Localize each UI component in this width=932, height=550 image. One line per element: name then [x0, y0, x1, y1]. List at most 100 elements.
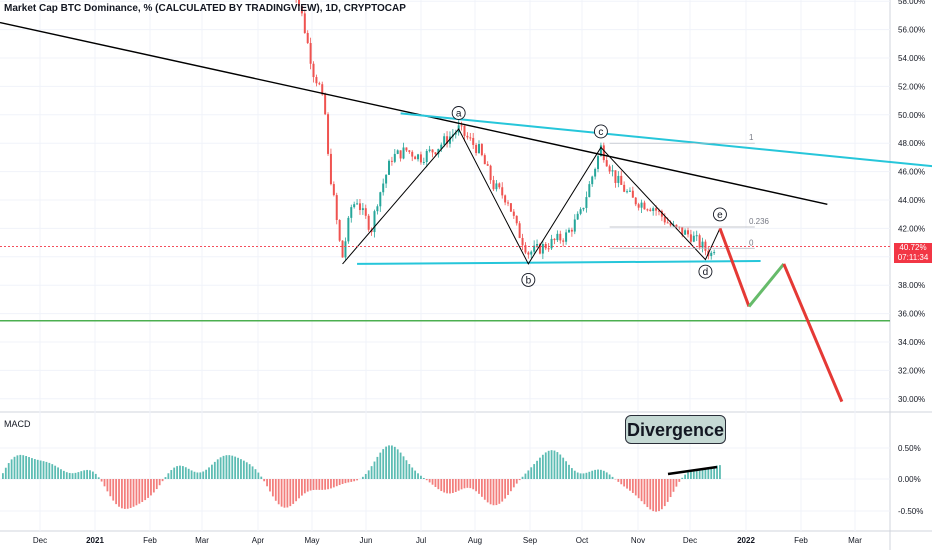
candle-body: [324, 94, 327, 115]
macd-bar: [167, 473, 170, 479]
macd-bar: [222, 455, 225, 479]
macd-bar: [367, 470, 370, 479]
candle-body: [614, 170, 617, 183]
macd-indicator-label[interactable]: MACD: [4, 419, 31, 429]
candle-body: [411, 151, 414, 157]
candle-body: [434, 152, 437, 155]
candle-body: [373, 211, 376, 233]
fib-level-label: 0.236: [749, 217, 770, 226]
macd-bar: [672, 479, 675, 492]
macd-bar: [582, 473, 585, 479]
price-tick-label: 46.00%: [898, 168, 925, 177]
macd-bar: [109, 479, 112, 497]
macd-bar: [417, 473, 419, 479]
macd-bar: [620, 479, 623, 485]
candle-body: [634, 197, 637, 205]
macd-bar: [405, 460, 408, 479]
candle-body: [335, 195, 338, 220]
time-tick-label: Mar: [848, 536, 862, 545]
macd-bar: [10, 459, 13, 479]
macd-bar: [690, 470, 692, 479]
macd-bar: [234, 456, 237, 479]
macd-bar: [364, 473, 367, 479]
candle-body: [701, 241, 704, 248]
macd-bar: [123, 479, 126, 509]
macd-bar: [54, 465, 57, 479]
macd-bar: [492, 479, 495, 506]
macd-bar: [428, 479, 431, 483]
macd-bar: [2, 473, 4, 479]
candle-body: [521, 237, 524, 246]
macd-tick-label: 0.50%: [898, 444, 921, 453]
macd-bar: [570, 468, 573, 479]
macd-bar: [176, 466, 178, 479]
macd-bar: [211, 464, 213, 479]
candle-body: [446, 136, 449, 144]
macd-bar: [562, 457, 565, 479]
macd-bar: [512, 479, 515, 488]
macd-bar: [402, 456, 405, 479]
candle-body: [666, 222, 669, 224]
macd-bar: [216, 459, 219, 479]
macd-bar: [347, 479, 350, 483]
macd-bar: [295, 479, 298, 502]
chart-title: Market Cap BTC Dominance, % (CALCULATED …: [4, 3, 406, 14]
price-tick-label: 36.00%: [898, 310, 925, 319]
macd-bar: [437, 479, 440, 490]
candle-body: [448, 136, 451, 144]
macd-bar: [301, 479, 303, 496]
candle-body: [504, 195, 507, 203]
candle-body: [376, 206, 379, 212]
macd-bar: [213, 461, 216, 479]
macd-bar: [684, 474, 687, 479]
divergence-callout[interactable]: Divergence: [625, 415, 726, 444]
macd-bar: [547, 450, 550, 479]
candle-body: [620, 175, 623, 185]
macd-bar: [425, 479, 428, 481]
candle-body: [390, 160, 393, 162]
macd-bar: [71, 473, 74, 479]
candle-body: [507, 202, 510, 204]
macd-bar: [466, 479, 469, 488]
candle-body: [460, 125, 463, 127]
projection-leg-down: [718, 227, 751, 308]
candle-body: [640, 202, 643, 208]
candle-body: [382, 183, 385, 193]
macd-bar: [74, 472, 77, 479]
fib-level-label: 1: [749, 133, 754, 142]
macd-bar: [631, 479, 634, 493]
macd-bar: [335, 479, 338, 487]
candle-body: [489, 165, 492, 181]
candle-body: [431, 149, 434, 153]
candle-body: [309, 43, 312, 64]
macd-bar: [399, 452, 402, 479]
macd-bar: [283, 479, 286, 508]
time-tick-label: Sep: [523, 536, 538, 545]
macd-bar: [298, 479, 300, 499]
candle-body: [591, 176, 594, 185]
macd-bar: [579, 473, 582, 479]
macd-bar: [205, 469, 208, 479]
candle-body: [605, 160, 608, 167]
candle-body: [306, 32, 309, 44]
macd-bar: [94, 473, 97, 479]
macd-bar: [675, 479, 678, 487]
macd-bar: [533, 464, 536, 479]
candle-body: [559, 233, 562, 241]
macd-bar: [48, 462, 51, 479]
candle-body: [524, 245, 527, 253]
macd-bar: [60, 469, 62, 479]
candle-body: [547, 248, 550, 250]
macd-bar: [640, 479, 643, 502]
wave-label-d: d: [703, 267, 709, 278]
macd-bar: [112, 479, 115, 501]
macd-bar: [45, 461, 48, 479]
macd-bar: [318, 479, 321, 490]
macd-bar: [454, 479, 457, 492]
macd-bar: [25, 455, 28, 479]
macd-bar: [129, 479, 132, 508]
candle-body: [602, 145, 605, 161]
macd-bar: [478, 479, 480, 494]
